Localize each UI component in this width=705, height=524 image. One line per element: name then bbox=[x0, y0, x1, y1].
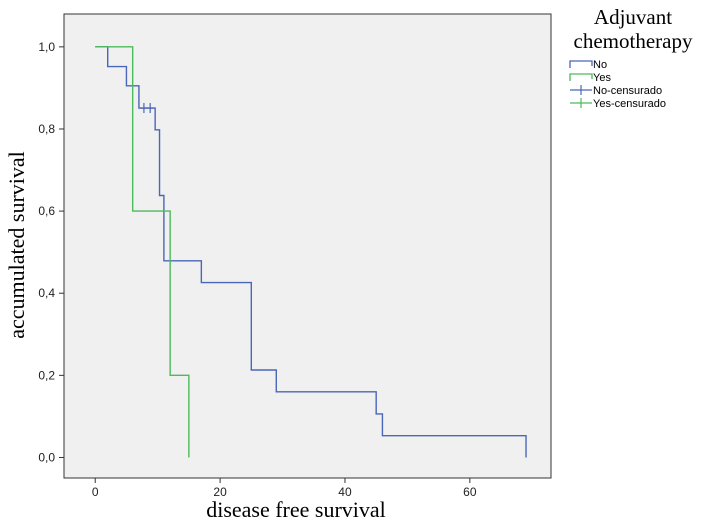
y-tick-label: 1,0 bbox=[38, 40, 55, 54]
plot-area bbox=[63, 13, 552, 479]
legend-swatch-step bbox=[569, 73, 593, 81]
legend: Adjuvant chemotherapy NoYesNo-censuradoY… bbox=[569, 5, 693, 110]
y-tick-label: 0,8 bbox=[38, 122, 55, 136]
legend-label: No bbox=[593, 59, 607, 71]
y-tick-label: 0,6 bbox=[38, 204, 55, 218]
x-axis-ticks: 0 20 40 60 bbox=[92, 478, 477, 499]
y-tick-label: 0,4 bbox=[38, 286, 55, 300]
series-line-yes bbox=[95, 46, 190, 458]
y-axis-ticks: 0,0 0,2 0,4 0,6 0,8 1,0 bbox=[38, 40, 64, 464]
legend-label: No-censurado bbox=[593, 85, 662, 97]
x-tick-label: 40 bbox=[338, 485, 352, 499]
series-line-no bbox=[95, 46, 527, 458]
legend-title-line1: Adjuvant bbox=[594, 5, 672, 29]
y-tick-label: 0,2 bbox=[38, 368, 55, 382]
x-tick-label: 60 bbox=[463, 485, 477, 499]
legend-title-line2: chemotherapy bbox=[574, 29, 693, 53]
x-tick-label: 20 bbox=[213, 485, 227, 499]
legend-swatch-step bbox=[569, 60, 593, 68]
series-layer bbox=[95, 46, 527, 458]
x-axis-title: disease free survival bbox=[206, 497, 386, 522]
y-axis-title: accumulated survival bbox=[4, 151, 29, 339]
legend-label: Yes-censurado bbox=[593, 98, 666, 110]
x-tick-label: 0 bbox=[92, 485, 99, 499]
legend-label: Yes bbox=[593, 72, 611, 84]
y-tick-label: 0,0 bbox=[38, 450, 55, 464]
